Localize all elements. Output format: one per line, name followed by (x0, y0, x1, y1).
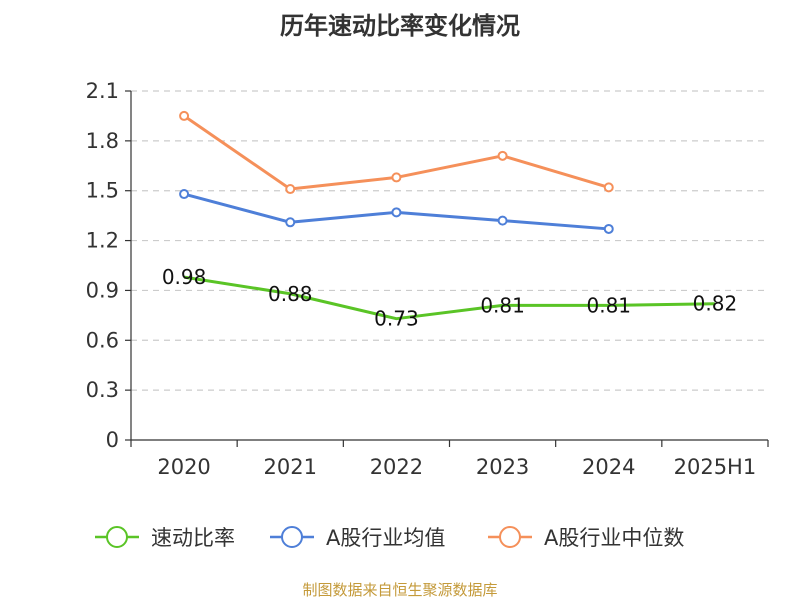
y-tick-label: 0.6 (86, 328, 119, 352)
series-group (179, 110, 715, 321)
source-note: 制图数据来自恒生聚源数据库 (302, 581, 497, 599)
data-label: 0.88 (268, 282, 313, 306)
legend: 速动比率 A股行业均值 A股行业中位数 (95, 526, 684, 550)
data-point (603, 182, 614, 193)
legend-label: A股行业中位数 (544, 526, 684, 550)
y-tick-label: 1.2 (86, 229, 119, 253)
data-point (179, 110, 190, 121)
data-point (497, 215, 508, 226)
x-tick-label: 2025H1 (674, 455, 757, 479)
x-tick-label: 2021 (264, 455, 317, 479)
y-tick-label: 0 (106, 428, 119, 452)
data-label: 0.82 (693, 292, 738, 316)
x-tick-label: 2023 (476, 455, 529, 479)
axes: 0 0.3 0.6 0.9 1.2 1.5 1.8 2.1 2020 2021 2022 2023 20… (86, 79, 769, 479)
x-tick-label: 2020 (157, 455, 210, 479)
legend-label: A股行业均值 (326, 526, 445, 550)
legend-marker (499, 526, 521, 548)
data-label: 0.98 (162, 265, 207, 289)
data-point (285, 184, 296, 195)
legend-marker (106, 526, 128, 548)
y-tick-label: 1.5 (86, 179, 119, 203)
legend-label: 速动比率 (151, 526, 235, 550)
y-tick-label: 0.3 (86, 378, 119, 402)
data-point (285, 217, 296, 228)
data-point (603, 223, 614, 234)
data-point (497, 150, 508, 161)
x-tick-label: 2022 (370, 455, 423, 479)
y-tick-label: 0.9 (86, 278, 119, 302)
data-point (179, 189, 190, 200)
grid-lines (131, 90, 768, 391)
y-tick-label: 2.1 (86, 79, 119, 103)
series-line-0 (183, 275, 715, 321)
data-label: 0.73 (374, 307, 419, 331)
data-label: 0.81 (586, 293, 631, 317)
y-tick-label: 1.8 (86, 129, 119, 153)
data-label: 0.81 (480, 293, 525, 317)
chart-title: 历年速动比率变化情况 (280, 12, 520, 40)
data-point (391, 207, 402, 218)
data-labels: 0.98 0.88 0.73 0.81 0.81 0.82 (162, 265, 737, 331)
legend-marker (281, 526, 303, 548)
x-tick-label: 2024 (582, 455, 635, 479)
data-point (391, 172, 402, 183)
